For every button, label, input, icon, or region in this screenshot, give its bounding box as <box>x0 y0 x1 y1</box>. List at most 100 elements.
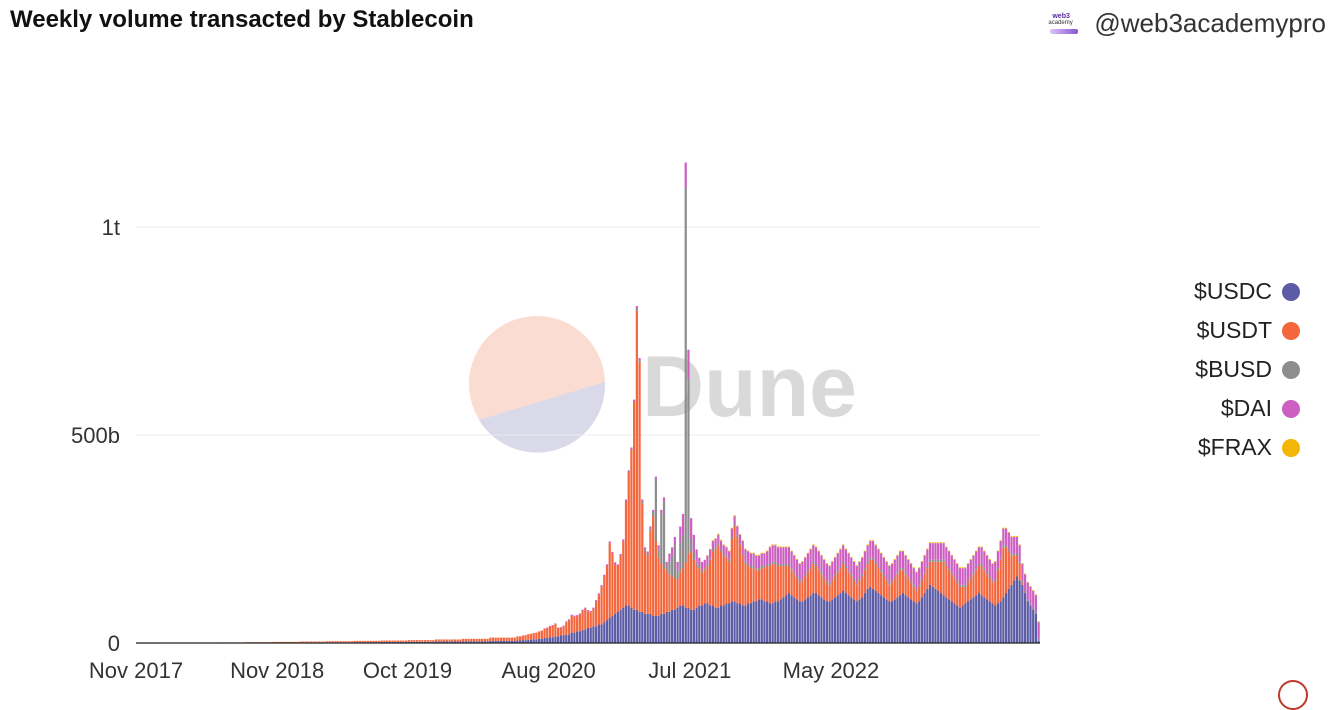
bar-segment-dai <box>638 358 641 361</box>
bar-segment-dai <box>817 551 820 569</box>
bar-segment-dai <box>684 162 687 188</box>
bar-segment-usdt <box>825 582 829 602</box>
bar-segment-busd <box>1026 599 1029 602</box>
dune-watermark: Dune <box>469 316 857 453</box>
bar-segment-usdt <box>323 641 326 643</box>
author-handle[interactable]: @web3academypro <box>1094 8 1326 38</box>
bar-segment-busd <box>654 478 657 542</box>
bar-segment-usdc <box>508 640 511 643</box>
bar-segment-busd <box>831 578 834 581</box>
bar-segment-usdt <box>538 631 541 639</box>
bar-segment-dai <box>899 551 902 569</box>
bar-segment-usdt <box>383 640 386 642</box>
bar-segment-usdt <box>741 555 744 606</box>
bar-segment-usdt <box>966 582 970 602</box>
bar-segment-dai <box>576 615 579 617</box>
bar-segment-frax <box>728 550 731 552</box>
bar-segment-frax <box>760 552 763 554</box>
bar-segment-usdt <box>899 570 902 596</box>
bar-segment-busd <box>888 582 891 585</box>
bar-segment-usdt <box>643 551 647 614</box>
bar-segment-usdc <box>638 611 641 643</box>
bar-segment-dai <box>619 553 622 556</box>
bar-segment-usdt <box>299 641 302 643</box>
bar-segment-busd <box>814 563 818 567</box>
stacked-bar-chart: Dune 0 500b 1t Nov 2017 Nov 2018 Oct 2019 Aug 2… <box>71 162 1040 683</box>
bar-segment-usdt <box>961 586 964 606</box>
bar-segment-dai <box>668 553 671 562</box>
bar-segment-busd <box>844 566 848 569</box>
legend-dot-dai <box>1282 399 1300 418</box>
bar-segment-usdc <box>595 626 598 643</box>
bar-segment-usdc <box>866 588 869 643</box>
bar-segment-usdc <box>877 593 880 643</box>
bar-segment-usdt <box>581 610 584 630</box>
bar-segment-usdt <box>920 580 924 598</box>
info-icon[interactable] <box>1278 680 1308 710</box>
bar-segment-busd <box>722 553 725 556</box>
bar-segment-frax <box>814 546 818 548</box>
bar-segment-frax <box>961 567 964 569</box>
bar-segment-usdc <box>600 624 603 643</box>
bar-segment-dai <box>795 559 799 577</box>
bar-segment-usdt <box>866 563 869 589</box>
bar-segment-usdc <box>782 597 785 643</box>
legend-item-busd[interactable]: $BUSD <box>1194 350 1300 389</box>
bar-segment-dai <box>828 566 831 583</box>
bar-segment-usdt <box>671 576 674 610</box>
bar-segment-dai <box>730 528 733 537</box>
bar-segment-busd <box>798 580 801 583</box>
bar-segment-frax <box>836 552 839 554</box>
bar-segment-usdc <box>738 603 742 643</box>
bar-segment-usdt <box>377 640 381 643</box>
bar-segment-busd <box>945 563 948 567</box>
bar-segment-usdc <box>624 605 628 643</box>
bar-segment-frax <box>972 554 975 556</box>
bar-segment-usdt <box>576 616 579 632</box>
bar-segment-usdt <box>1007 551 1010 589</box>
bar-segment-usdt <box>793 574 796 598</box>
bar-segment-usdc <box>440 641 443 643</box>
bar-segment-frax <box>994 561 997 562</box>
bar-segment-busd <box>926 566 929 569</box>
bar-segment-usdc <box>869 586 872 643</box>
legend-item-dai[interactable]: $DAI <box>1194 389 1300 428</box>
bar-segment-usdt <box>616 566 619 612</box>
bar-segment-dai <box>736 526 739 535</box>
legend-item-frax[interactable]: $FRAX <box>1194 428 1300 467</box>
bar-segment-frax <box>945 546 948 548</box>
bar-segment-frax <box>763 552 766 554</box>
bar-segment-busd <box>812 561 815 564</box>
bar-segment-usdt <box>491 637 495 641</box>
bar-segment-usdt <box>638 362 641 612</box>
bar-segment-usdt <box>543 628 546 639</box>
bar-segment-frax <box>793 554 796 556</box>
bar-segment-frax <box>1023 573 1027 575</box>
bar-segment-usdc <box>855 601 858 643</box>
bar-segment-busd <box>741 553 744 556</box>
bar-segment-usdt <box>464 638 467 642</box>
legend-label-busd: $BUSD <box>1195 356 1272 382</box>
x-tick-label: Nov 2017 <box>89 658 183 683</box>
bar-segment-usdt <box>698 568 701 606</box>
bar-segment-busd <box>801 578 804 581</box>
bar-segment-usdt <box>950 574 953 602</box>
bar-segment-busd <box>871 557 875 560</box>
legend-item-usdt[interactable]: $USDT <box>1194 311 1300 350</box>
bar-segment-usdc <box>1032 609 1035 643</box>
legend-item-usdc[interactable]: $USDC <box>1194 272 1300 311</box>
bar-segment-frax <box>980 546 983 548</box>
bar-segment-busd <box>698 566 701 569</box>
bar-segment-usdc <box>489 640 492 643</box>
bar-segment-usdc <box>760 599 763 643</box>
bar-segment-usdc <box>709 605 712 643</box>
bar-segment-usdc <box>831 599 834 643</box>
bar-segment-frax <box>709 548 712 550</box>
bar-segment-usdt <box>497 637 500 641</box>
bar-segment-frax <box>950 554 953 556</box>
bar-segment-busd <box>643 549 647 552</box>
bar-segment-usdt <box>369 640 372 643</box>
bar-segment-usdt <box>413 640 416 642</box>
bar-segment-dai <box>869 541 872 558</box>
bar-segment-dai <box>904 555 907 573</box>
